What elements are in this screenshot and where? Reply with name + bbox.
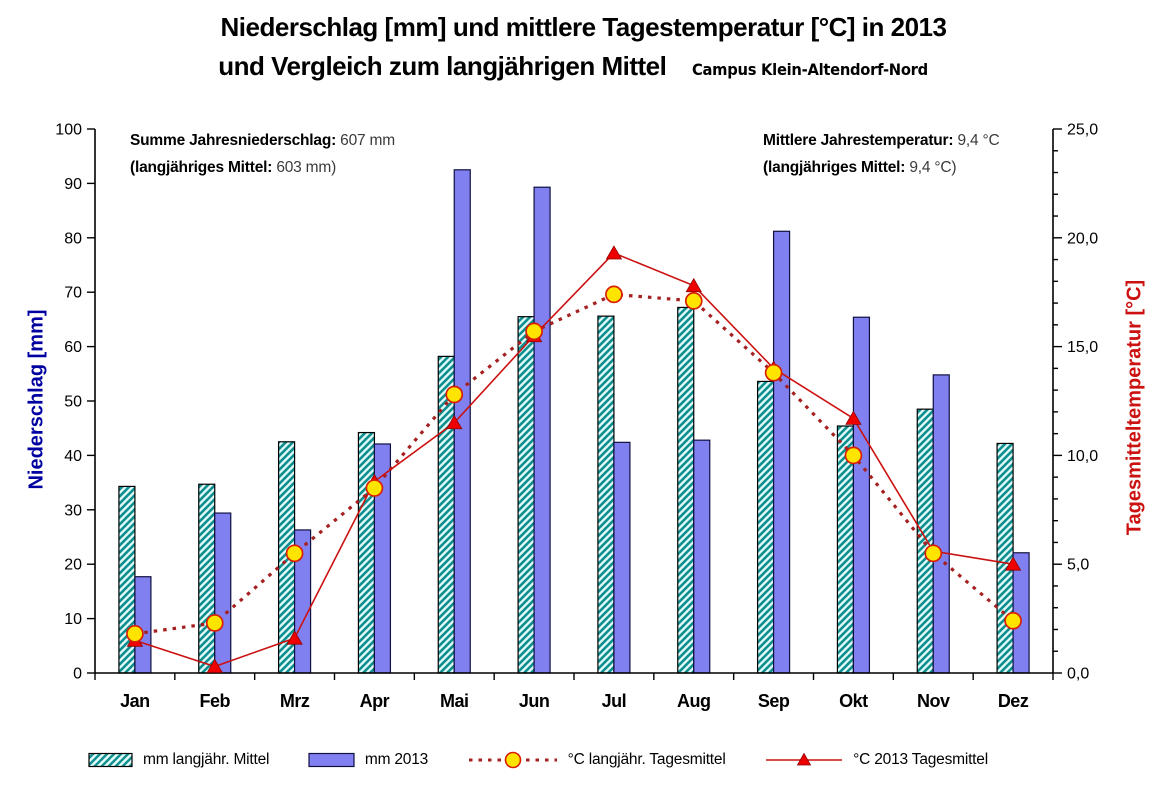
line-c-2013-tagesmittel [134, 252, 1014, 668]
hatched-bar-swatch-icon [88, 752, 133, 768]
left-axis-tick-label: 60 [64, 339, 82, 356]
month-label-Mrz: Mrz [280, 691, 310, 711]
month-label-Apr: Apr [360, 691, 390, 711]
left-axis-tick-label: 90 [64, 176, 82, 193]
marker-red-triangle-Okt [845, 410, 862, 425]
bar-mm-2013-Nov [932, 374, 950, 674]
legend-label: mm 2013 [364, 751, 429, 768]
marker-yellow-circle-Okt [844, 446, 863, 465]
bar-mm-2013-Jun [533, 186, 551, 674]
left-axis-tick-label: 50 [64, 394, 82, 411]
left-axis-title: Niederschlag [mm] [25, 309, 48, 490]
bar-mm-langjaehr-Feb [198, 483, 216, 674]
legend: mm langjähr. Mittel mm 2013 °C langjähr.… [88, 750, 988, 770]
marker-yellow-circle-Feb [205, 614, 224, 632]
bar-mm-2013-Jan [134, 576, 152, 674]
bar-mm-langjaehr-Dez [996, 442, 1014, 674]
left-axis-tick-label: 0 [73, 666, 82, 683]
legend-label: °C langjähr. Tagesmittel [567, 751, 726, 768]
left-axis-tick-label: 100 [55, 122, 82, 139]
marker-yellow-circle-Nov [924, 544, 943, 563]
bar-mm-2013-Okt [852, 316, 871, 674]
annotation-precip-line2: (langjähriges Mittel: 603 mm) [130, 159, 337, 176]
bar-mm-2013-Sep [772, 230, 791, 674]
month-label-Jul: Jul [602, 691, 627, 711]
legend-label: mm langjähr. Mittel [143, 751, 270, 768]
left-axis-tick-label: 20 [64, 557, 82, 574]
marker-yellow-circle-Apr [365, 479, 384, 497]
marker-red-triangle-Aug [685, 277, 702, 293]
marker-red-triangle-Feb [206, 658, 223, 673]
month-label-Dez: Dez [998, 691, 1029, 711]
bar-mm-langjaehr-Aug [677, 306, 695, 674]
site-label: Campus Klein-Altendorf-Nord [692, 60, 929, 79]
bar-mm-2013-Jul [613, 441, 631, 674]
annotation-precip-line1: Summe Jahresniederschlag: 607 mm [130, 132, 395, 149]
annotation-temperature: Mittlere Jahrestemperatur: 9,4 °C (langj… [763, 127, 1000, 181]
annotation-temp-line2: (langjähriges Mittel: 9,4 °C) [763, 159, 957, 176]
bar-mm-2013-Feb [214, 512, 232, 674]
right-axis-title: Tagesmitteltemperatur [°C] [1123, 279, 1146, 536]
chart-title-line2: und Vergleich zum langjährigen Mittel Cam… [0, 51, 1167, 82]
solid-line-red-triangle-swatch-icon [766, 752, 843, 766]
right-axis-tick-label: 0,0 [1067, 666, 1089, 683]
marker-yellow-circle-Jun [525, 322, 543, 341]
title-block: Niederschlag [mm] und mittlere Tagestemp… [0, 12, 1167, 82]
blue-bar-swatch-icon [308, 752, 355, 768]
legend-item-mm-2013: mm 2013 [308, 751, 428, 769]
marker-red-triangle-Dez [1004, 556, 1022, 571]
bar-mm-langjaehr-Jul [597, 315, 615, 674]
month-label-Jun: Jun [519, 691, 550, 711]
marker-red-triangle-Jul [605, 245, 623, 260]
left-axis-tick-label: 70 [64, 285, 82, 302]
month-label-Nov: Nov [917, 691, 950, 711]
marker-red-triangle-Mrz [286, 630, 303, 645]
marker-yellow-circle-Jan [126, 624, 144, 643]
chart-title-line2-text: und Vergleich zum langjährigen Mittel [218, 51, 667, 81]
right-axis-tick-label: 10,0 [1067, 448, 1098, 465]
chart-title-line1: Niederschlag [mm] und mittlere Tagestemp… [220, 12, 947, 42]
marker-yellow-circle-Aug [684, 292, 703, 310]
marker-yellow-circle-Jul [605, 285, 623, 304]
month-label-Jan: Jan [120, 691, 150, 711]
bar-mm-langjaehr-Jun [517, 316, 535, 674]
left-axis-tick-label: 40 [64, 448, 82, 465]
bar-mm-langjaehr-Sep [756, 380, 775, 674]
month-label-Okt: Okt [839, 691, 868, 711]
left-axis-tick-label: 80 [64, 230, 82, 247]
annotation-precipitation: Summe Jahresniederschlag: 607 mm (langjä… [130, 127, 395, 181]
bar-mm-2013-Aug [693, 439, 711, 674]
bar-mm-langjaehr-Apr [357, 431, 376, 674]
legend-label: °C 2013 Tagesmittel [853, 751, 988, 768]
month-label-Mai: Mai [440, 691, 469, 711]
marker-red-triangle-Mai [446, 414, 463, 430]
dotted-line-yellow-circle-swatch-icon [468, 751, 557, 769]
legend-item-mm-langjaehr: mm langjähr. Mittel [88, 751, 269, 769]
month-label-Aug: Aug [677, 691, 711, 711]
marker-yellow-circle-Sep [764, 363, 783, 382]
annotation-temp-line1: Mittlere Jahrestemperatur: 9,4 °C [763, 132, 1000, 149]
right-axis-tick-label: 25,0 [1067, 122, 1098, 139]
month-label-Feb: Feb [199, 691, 230, 711]
left-axis-tick-label: 10 [64, 611, 82, 628]
right-axis-tick-label: 15,0 [1067, 339, 1098, 356]
right-axis-tick-label: 5,0 [1067, 557, 1089, 574]
marker-yellow-circle-Mrz [285, 544, 304, 563]
legend-item-c-langjaehr: °C langjähr. Tagesmittel [467, 750, 726, 770]
right-axis-tick-label: 20,0 [1067, 230, 1098, 247]
marker-yellow-circle-Mai [445, 385, 464, 404]
marker-yellow-circle-Dez [1004, 611, 1022, 630]
legend-item-c-2013: °C 2013 Tagesmittel [764, 750, 988, 770]
left-axis-tick-label: 30 [64, 502, 82, 519]
month-label-Sep: Sep [758, 691, 790, 711]
